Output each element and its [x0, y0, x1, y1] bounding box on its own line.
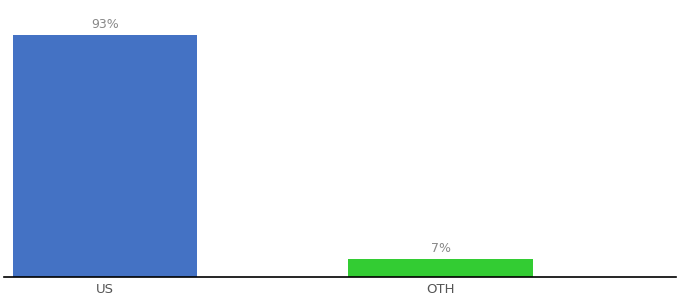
Text: 93%: 93%: [91, 19, 119, 32]
Bar: [348, 259, 533, 277]
Bar: [12, 35, 197, 277]
Text: 7%: 7%: [430, 242, 451, 255]
